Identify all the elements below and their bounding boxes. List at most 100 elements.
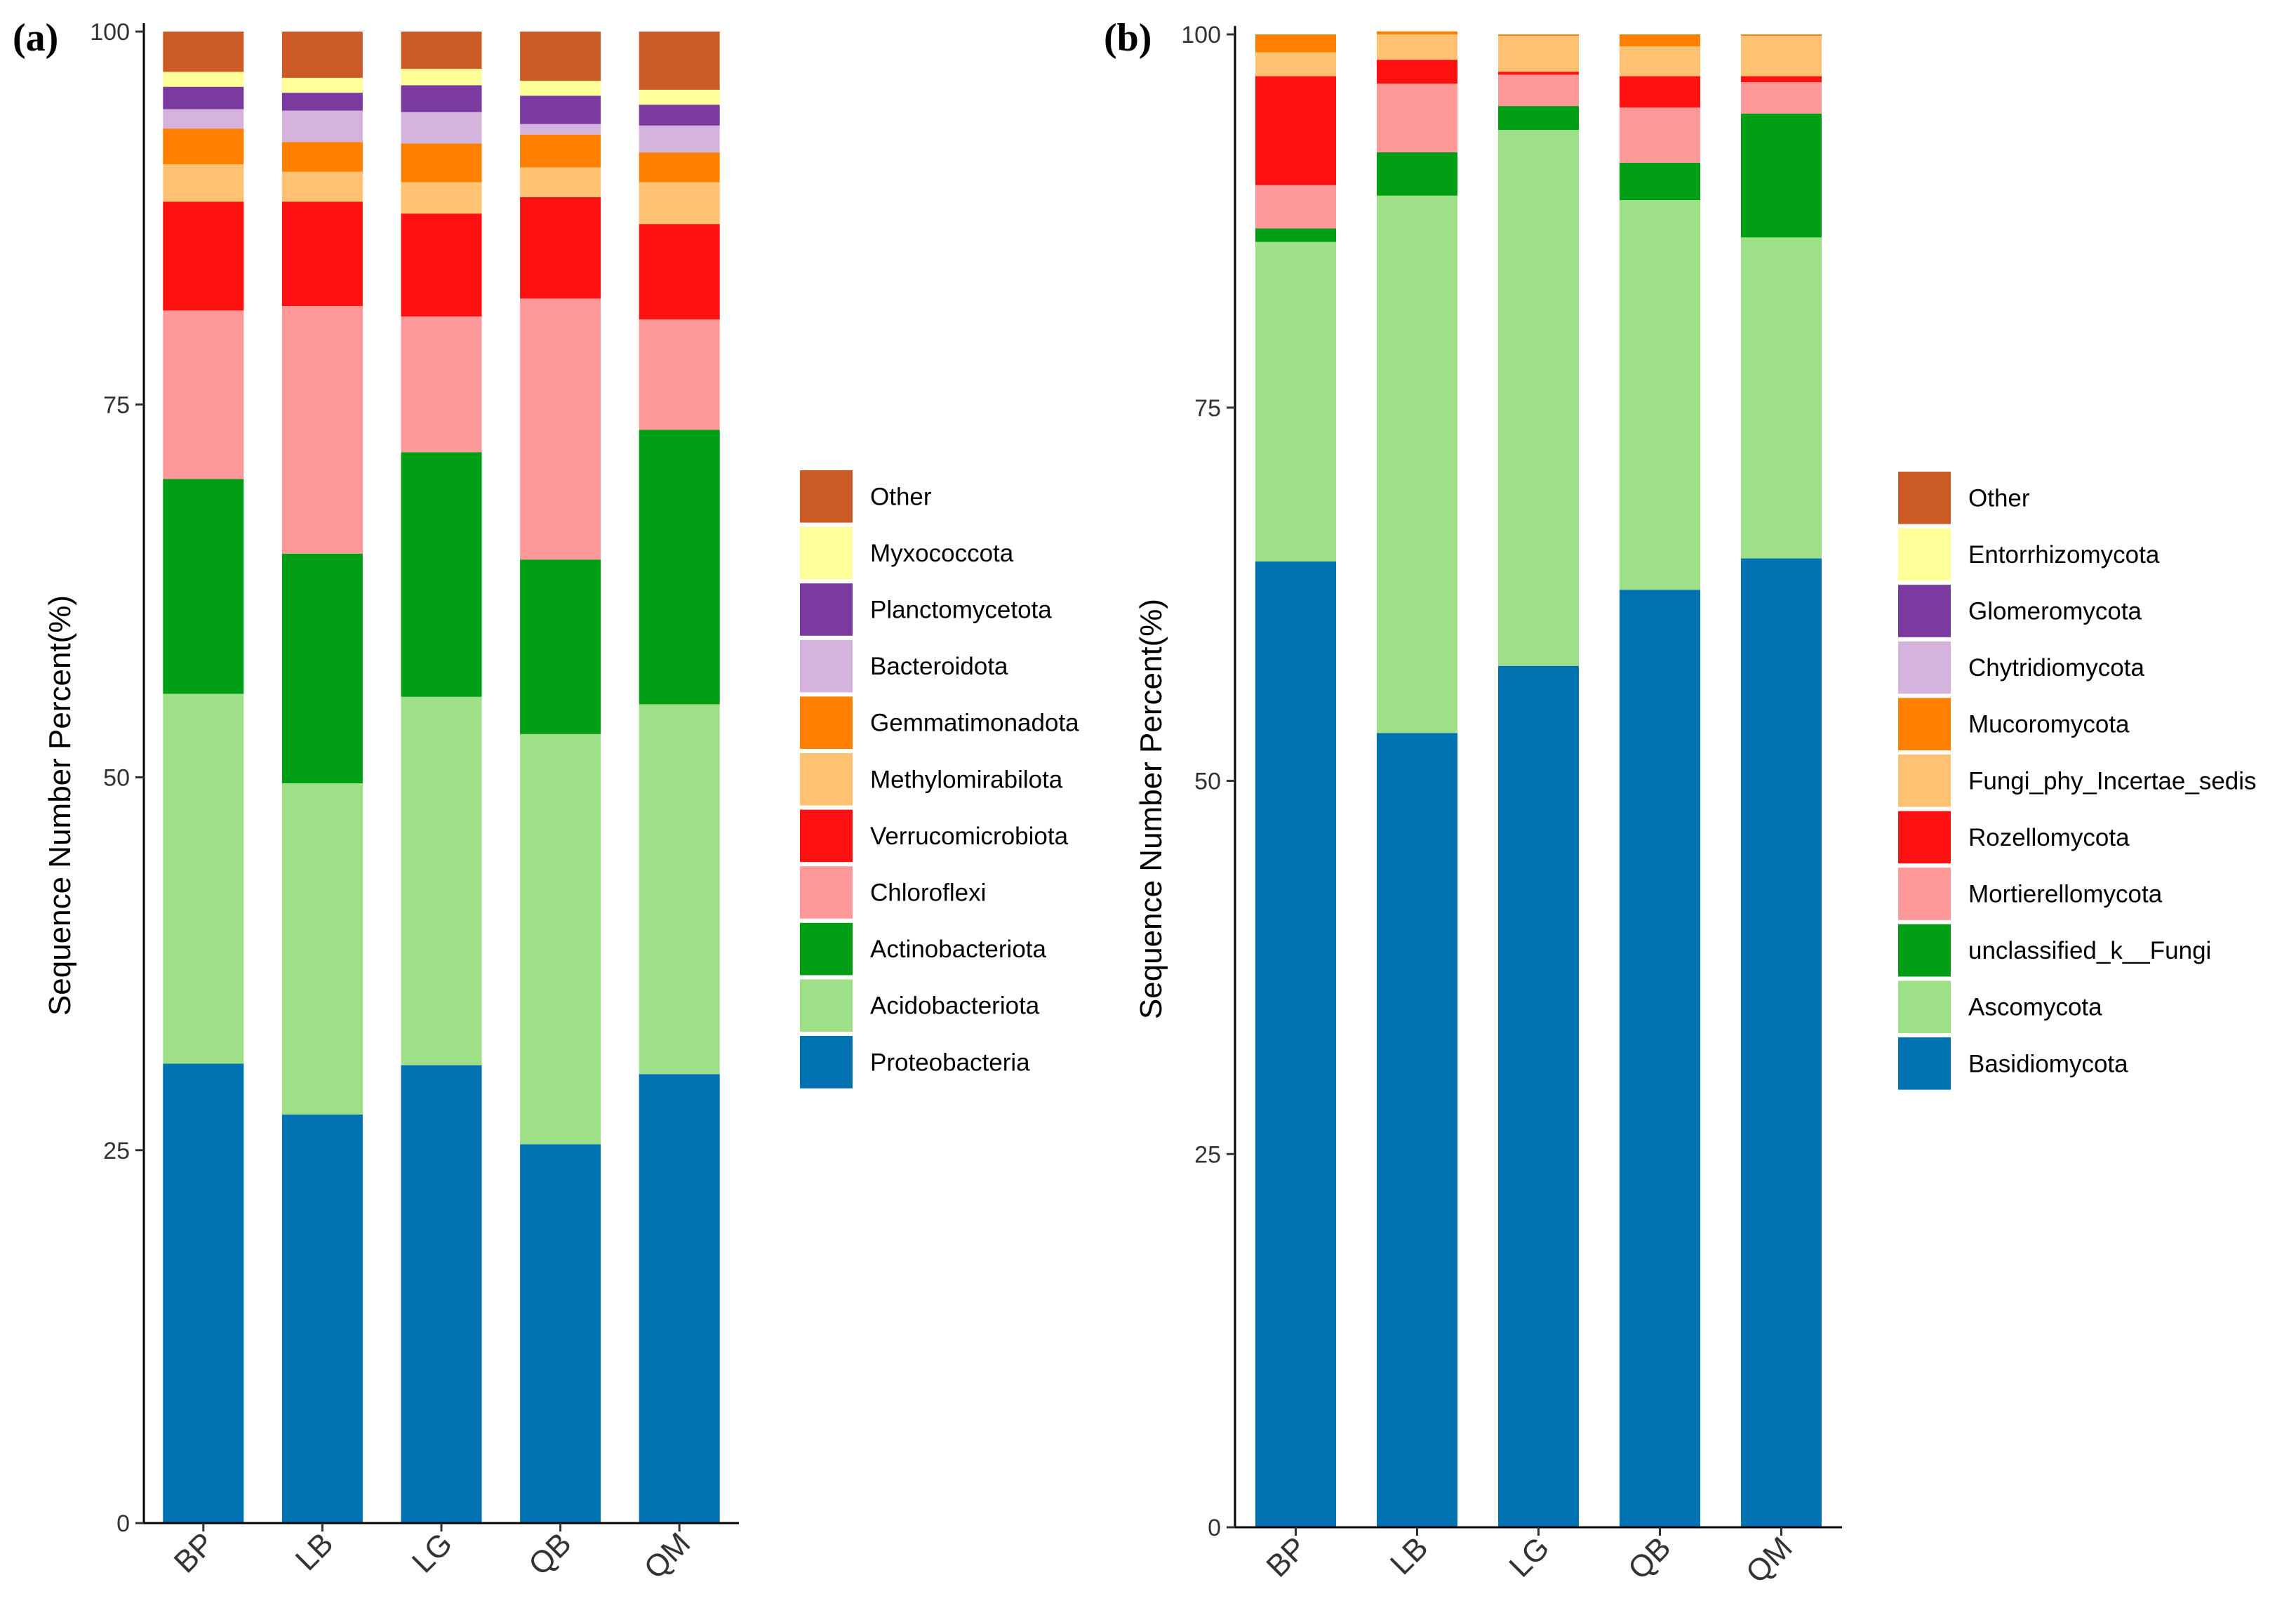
bar-segment-bp-fungi-phy-incertae-sedis	[1255, 52, 1336, 77]
legend-label: Verrucomicrobiota	[870, 823, 1069, 850]
bar-segment-qm-verrucomicrobiota	[639, 224, 720, 320]
y-tick-label: 100	[90, 19, 130, 46]
y-tick-label: 0	[1208, 1515, 1221, 1541]
bar-segment-lg-bacteroidota	[401, 112, 482, 144]
legend-label: Planctomycetota	[870, 597, 1052, 624]
bar-segment-lg-acidobacteriota	[401, 696, 482, 1065]
legend-label: Gemmatimonadota	[870, 710, 1079, 737]
bar-segment-qb-fungi-phy-incertae-sedis	[1620, 46, 1700, 77]
legend-swatch	[1898, 981, 1951, 1033]
bar-segment-qm-planctomycetota	[639, 105, 720, 126]
bar-segment-qb-mortierellomycota	[1620, 107, 1700, 163]
legend-swatch	[800, 1036, 853, 1089]
legend-swatch	[800, 753, 853, 806]
bar-segment-bp-myxococcota	[163, 72, 244, 87]
bar-segment-lb-fungi-phy-incertae-sedis	[1377, 34, 1457, 60]
bar-segment-lg-ascomycota	[1498, 130, 1579, 666]
bar-segment-qb-myxococcota	[520, 81, 601, 96]
x-tick-label: QB	[522, 1526, 578, 1582]
y-tick-label: 75	[103, 392, 130, 418]
legend-label: Other	[870, 483, 932, 510]
chart-panel-b: (b) 0 25 50 75 100 BP LB LG QB QM Sequence Number P…	[1104, 16, 2257, 1590]
bar-segment-qb-rozellomycota	[1620, 76, 1700, 108]
bar-segment-lg-mortierellomycota	[1498, 74, 1579, 107]
bar-segment-lb-acidobacteriota	[281, 783, 363, 1115]
x-tick-label: QB	[1622, 1530, 1678, 1586]
bar-segment-qm-actinobacteriota	[639, 430, 720, 705]
bar-segment-qb-mucoromycota	[1620, 34, 1700, 47]
y-tick-label: 25	[103, 1138, 130, 1164]
bar-segment-qm-ascomycota	[1741, 237, 1822, 559]
legend-swatch	[800, 526, 853, 580]
legend-swatch	[1898, 1037, 1951, 1090]
legend-label: Basidiomycota	[1968, 1050, 2128, 1077]
bar-segment-qb-ascomycota	[1620, 200, 1700, 590]
bar-segment-lb-actinobacteriota	[281, 553, 363, 783]
x-tick-label: LB	[1384, 1530, 1435, 1581]
bar-segment-lg-chloroflexi	[401, 316, 482, 453]
bar-segment-bp-bacteroidota	[163, 109, 244, 129]
y-tick-label: 0	[116, 1510, 130, 1537]
bar-segment-lb-proteobacteria	[281, 1114, 363, 1523]
bar-segment-lb-bacteroidota	[281, 110, 363, 142]
bar-segment-lg-planctomycetota	[401, 85, 482, 112]
bar-segment-bp-methylomirabilota	[163, 164, 244, 202]
legend-label: Chloroflexi	[870, 879, 986, 907]
bar-segment-qb-acidobacteriota	[520, 733, 601, 1145]
bar-segment-qm-basidiomycota	[1741, 558, 1822, 1527]
legend-label: Bacteroidota	[870, 653, 1008, 680]
bar-segment-qb-actinobacteriota	[520, 559, 601, 734]
legend-swatch	[1898, 924, 1951, 977]
legend-label: Other	[1968, 484, 2030, 512]
bar-segment-qm-unclassified-k-fungi	[1741, 113, 1822, 238]
bar-segment-lb-mucoromycota	[1377, 31, 1457, 34]
legend-swatch	[800, 639, 853, 693]
legend-swatch	[800, 809, 853, 863]
bar-segment-qm-fungi-phy-incertae-sedis	[1741, 36, 1822, 77]
legend-label: Proteobacteria	[870, 1049, 1030, 1076]
bar-segment-bp-mortierellomycota	[1255, 185, 1336, 229]
bar-segment-qm-other	[639, 32, 720, 90]
bar-segment-bp-other	[163, 32, 244, 72]
bar-segment-lg-gemmatimonadota	[401, 143, 482, 182]
x-tick-label: LB	[289, 1526, 340, 1577]
bar-segment-lb-verrucomicrobiota	[281, 201, 363, 306]
bar-segment-lb-other	[281, 32, 363, 78]
bar-segment-qm-myxococcota	[639, 89, 720, 105]
legend-swatch	[800, 922, 853, 976]
bar-segment-lg-methylomirabilota	[401, 182, 482, 214]
legend-swatch	[800, 979, 853, 1032]
bar-segment-lb-unclassified-k-fungi	[1377, 152, 1457, 196]
bar-segment-lb-mortierellomycota	[1377, 84, 1457, 153]
y-tick-label: 100	[1181, 22, 1221, 48]
legend-label: Mucoromycota	[1968, 711, 2130, 738]
panel-label: (b)	[1104, 16, 1152, 60]
bar-segment-qm-chloroflexi	[639, 319, 720, 430]
y-tick-label: 75	[1194, 395, 1221, 422]
legend: Other Entorrhizomycota Glomeromycota Chytri…	[1898, 472, 2257, 1090]
x-tick-label: QM	[637, 1526, 697, 1586]
bar-segment-bp-gemmatimonadota	[163, 128, 244, 165]
bar-segment-qm-rozellomycota	[1741, 76, 1822, 83]
x-tick-label: QM	[1740, 1530, 1799, 1590]
bar-segment-bp-rozellomycota	[1255, 76, 1336, 185]
legend-swatch	[1898, 528, 1951, 581]
legend-label: Myxococcota	[870, 540, 1014, 567]
bar-segment-bp-planctomycetota	[163, 86, 244, 109]
chart-panel-a: (a) 0 25 50 75 100 BP LB LG QB QM Sequence Number P…	[13, 16, 1079, 1586]
bar-segment-qb-planctomycetota	[520, 95, 601, 124]
x-tick-label: LG	[406, 1526, 459, 1579]
bar-segment-bp-verrucomicrobiota	[163, 201, 244, 311]
bar-segment-qb-basidiomycota	[1620, 590, 1700, 1527]
legend-swatch	[800, 470, 853, 523]
y-axis-title: Sequence Number Percent(%)	[1134, 599, 1168, 1019]
bar-segment-lb-gemmatimonadota	[281, 142, 363, 172]
bar-segment-bp-acidobacteriota	[163, 693, 244, 1064]
legend-label: Methylomirabilota	[870, 766, 1063, 793]
bar-segment-qb-proteobacteria	[520, 1144, 601, 1523]
bar-segment-lg-proteobacteria	[401, 1065, 482, 1523]
legend-label: Entorrhizomycota	[1968, 541, 2160, 569]
x-tick-label: LG	[1502, 1530, 1556, 1583]
legend-label: Ascomycota	[1968, 994, 2102, 1021]
